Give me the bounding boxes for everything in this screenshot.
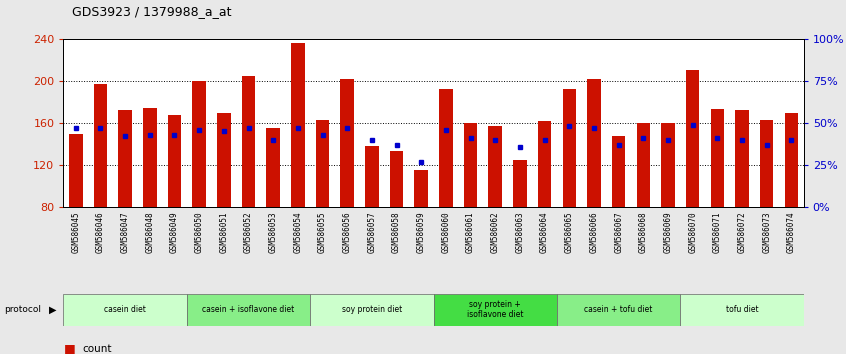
Text: GSM586071: GSM586071 <box>713 211 722 253</box>
Text: GSM586065: GSM586065 <box>565 211 574 253</box>
Text: GSM586049: GSM586049 <box>170 211 179 253</box>
Text: GDS3923 / 1379988_a_at: GDS3923 / 1379988_a_at <box>72 5 232 18</box>
Text: GSM586070: GSM586070 <box>688 211 697 253</box>
Text: GSM586060: GSM586060 <box>442 211 450 253</box>
Bar <box>118 110 132 207</box>
Bar <box>587 79 601 207</box>
Bar <box>711 109 724 207</box>
Text: GSM586048: GSM586048 <box>146 211 154 253</box>
Bar <box>563 90 576 207</box>
Text: GSM586045: GSM586045 <box>71 211 80 253</box>
Text: GSM586047: GSM586047 <box>121 211 129 253</box>
Text: GSM586062: GSM586062 <box>491 211 500 253</box>
Text: GSM586068: GSM586068 <box>639 211 648 253</box>
Bar <box>217 113 231 207</box>
Bar <box>192 81 206 207</box>
Bar <box>316 120 329 207</box>
Text: GSM586052: GSM586052 <box>244 211 253 253</box>
Bar <box>636 123 650 207</box>
Text: GSM586053: GSM586053 <box>269 211 277 253</box>
Text: GSM586063: GSM586063 <box>515 211 525 253</box>
Text: GSM586050: GSM586050 <box>195 211 204 253</box>
Bar <box>735 110 749 207</box>
Text: count: count <box>82 344 112 354</box>
Text: GSM586051: GSM586051 <box>219 211 228 253</box>
Text: GSM586061: GSM586061 <box>466 211 475 253</box>
Bar <box>94 84 107 207</box>
Text: GSM586059: GSM586059 <box>417 211 426 253</box>
Bar <box>187 294 310 326</box>
Bar <box>680 294 804 326</box>
Text: GSM586046: GSM586046 <box>96 211 105 253</box>
Text: tofu diet: tofu diet <box>726 305 758 314</box>
Text: GSM586066: GSM586066 <box>590 211 598 253</box>
Text: GSM586073: GSM586073 <box>762 211 772 253</box>
Text: protocol: protocol <box>4 305 41 314</box>
Bar <box>168 115 181 207</box>
Text: GSM586067: GSM586067 <box>614 211 624 253</box>
Text: GSM586072: GSM586072 <box>738 211 746 253</box>
Bar <box>612 136 625 207</box>
Bar <box>760 120 773 207</box>
Bar <box>784 113 798 207</box>
Text: ▶: ▶ <box>49 305 56 315</box>
Text: GSM586058: GSM586058 <box>392 211 401 253</box>
Text: casein + isoflavone diet: casein + isoflavone diet <box>202 305 294 314</box>
Text: GSM586056: GSM586056 <box>343 211 352 253</box>
Text: GSM586055: GSM586055 <box>318 211 327 253</box>
Text: ■: ■ <box>63 342 75 354</box>
Bar <box>464 123 477 207</box>
Bar <box>488 126 502 207</box>
Text: GSM586074: GSM586074 <box>787 211 796 253</box>
Bar <box>662 123 675 207</box>
Bar <box>538 121 552 207</box>
Bar <box>69 133 83 207</box>
Bar <box>340 79 354 207</box>
Bar <box>143 108 157 207</box>
Bar <box>365 146 379 207</box>
Bar <box>242 76 255 207</box>
Bar <box>557 294 680 326</box>
Bar <box>310 294 433 326</box>
Text: soy protein diet: soy protein diet <box>342 305 402 314</box>
Text: GSM586054: GSM586054 <box>294 211 302 253</box>
Bar <box>439 90 453 207</box>
Bar <box>433 294 557 326</box>
Text: GSM586057: GSM586057 <box>367 211 376 253</box>
Text: casein + tofu diet: casein + tofu diet <box>585 305 653 314</box>
Bar <box>63 294 187 326</box>
Bar <box>686 70 700 207</box>
Bar <box>390 152 404 207</box>
Text: soy protein +
isoflavone diet: soy protein + isoflavone diet <box>467 300 524 319</box>
Text: GSM586069: GSM586069 <box>663 211 673 253</box>
Bar <box>291 43 305 207</box>
Text: casein diet: casein diet <box>104 305 146 314</box>
Bar <box>266 128 280 207</box>
Bar <box>415 170 428 207</box>
Text: GSM586064: GSM586064 <box>540 211 549 253</box>
Bar <box>514 160 527 207</box>
